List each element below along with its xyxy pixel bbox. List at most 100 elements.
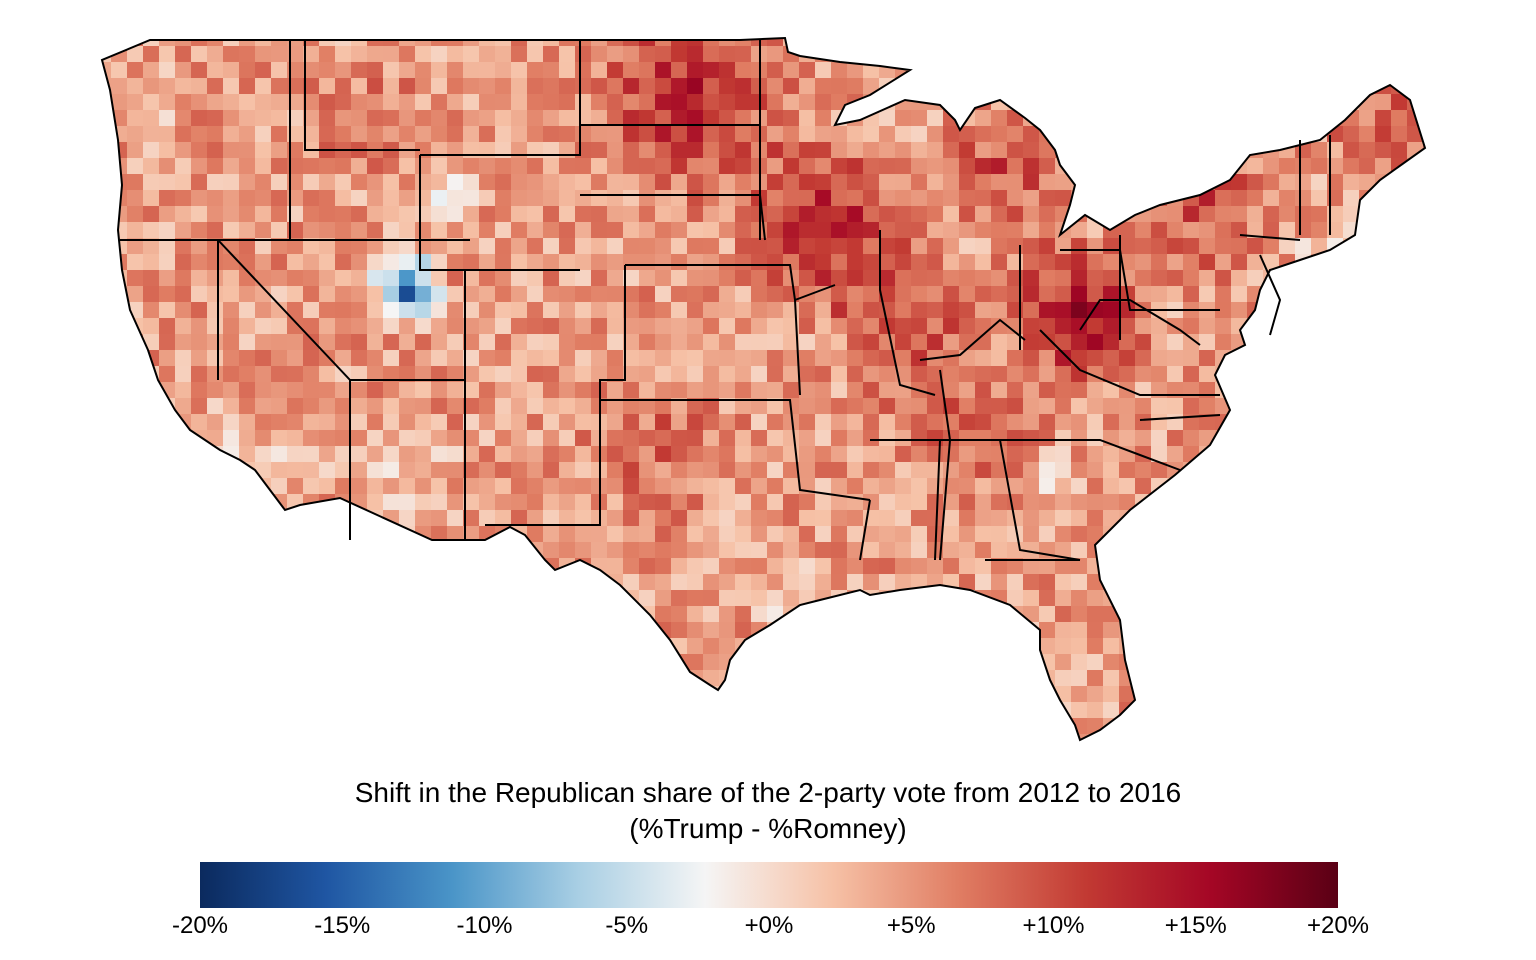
county-cell xyxy=(1055,398,1072,415)
county-cell xyxy=(671,478,688,495)
county-cell xyxy=(671,398,688,415)
county-cell xyxy=(799,286,816,303)
county-cell xyxy=(127,542,144,559)
county-cell xyxy=(399,174,416,191)
county-cell xyxy=(879,526,896,543)
county-cell xyxy=(1103,654,1120,671)
county-cell xyxy=(655,638,672,655)
county-cell xyxy=(575,654,592,671)
county-cell xyxy=(703,542,720,559)
county-cell xyxy=(191,222,208,239)
county-cell xyxy=(975,302,992,319)
county-cell xyxy=(1407,174,1424,191)
county-cell xyxy=(1199,686,1216,703)
county-cell xyxy=(463,270,480,287)
county-cell xyxy=(191,62,208,79)
county-cell xyxy=(239,46,256,63)
county-cell xyxy=(271,558,288,575)
county-cell xyxy=(703,318,720,335)
county-cell xyxy=(1375,94,1392,111)
county-cell xyxy=(623,494,640,511)
county-cell xyxy=(415,62,432,79)
county-cell xyxy=(191,526,208,543)
county-cell xyxy=(527,286,544,303)
county-cell xyxy=(335,430,352,447)
county-cell xyxy=(799,350,816,367)
county-cell xyxy=(639,526,656,543)
county-cell xyxy=(1247,94,1264,111)
county-cell xyxy=(1311,414,1328,431)
county-cell xyxy=(895,670,912,687)
county-cell xyxy=(287,38,304,47)
county-cell xyxy=(463,702,480,719)
county-cell xyxy=(1311,526,1328,543)
county-cell xyxy=(383,302,400,319)
county-cell xyxy=(287,462,304,479)
county-cell xyxy=(559,382,576,399)
county-cell xyxy=(671,462,688,479)
county-cell xyxy=(511,158,528,175)
county-cell xyxy=(255,270,272,287)
county-cell xyxy=(959,270,976,287)
county-cell xyxy=(1343,638,1360,655)
county-cell xyxy=(959,558,976,575)
county-cell xyxy=(1423,78,1425,95)
county-cell xyxy=(207,46,224,63)
county-cell xyxy=(1231,686,1248,703)
county-cell xyxy=(575,718,592,735)
county-cell xyxy=(511,350,528,367)
county-cell xyxy=(159,350,176,367)
county-cell xyxy=(175,542,192,559)
county-cell xyxy=(847,270,864,287)
county-cell xyxy=(127,398,144,415)
county-cell xyxy=(767,494,784,511)
county-cell xyxy=(879,158,896,175)
county-cell xyxy=(975,654,992,671)
county-cell xyxy=(271,430,288,447)
county-cell xyxy=(719,686,736,703)
county-cell xyxy=(1151,78,1168,95)
county-cell xyxy=(287,158,304,175)
county-cell xyxy=(1007,654,1024,671)
county-cell xyxy=(303,350,320,367)
county-cell xyxy=(1119,558,1136,575)
county-cell xyxy=(671,38,688,47)
county-cell xyxy=(335,350,352,367)
county-cell xyxy=(959,574,976,591)
county-cell xyxy=(1295,446,1312,463)
county-cell xyxy=(239,94,256,111)
county-cell xyxy=(1183,38,1200,47)
county-cell xyxy=(1423,94,1425,111)
county-cell xyxy=(1263,478,1280,495)
county-cell xyxy=(255,574,272,591)
county-cell xyxy=(303,526,320,543)
county-cell xyxy=(831,526,848,543)
county-cell xyxy=(959,126,976,143)
county-cell xyxy=(799,606,816,623)
county-cell xyxy=(175,222,192,239)
county-cell xyxy=(1183,46,1200,63)
county-cell xyxy=(1279,446,1296,463)
county-cell xyxy=(303,286,320,303)
county-cell xyxy=(223,462,240,479)
county-cell xyxy=(911,366,928,383)
county-cell xyxy=(1071,158,1088,175)
county-cell xyxy=(1423,558,1425,575)
county-cell xyxy=(1359,574,1376,591)
county-cell xyxy=(143,238,160,255)
county-cell xyxy=(447,110,464,127)
county-cell xyxy=(623,638,640,655)
county-cell xyxy=(1183,478,1200,495)
county-cell xyxy=(1295,126,1312,143)
county-cell xyxy=(719,142,736,159)
county-cell xyxy=(1231,542,1248,559)
county-cell xyxy=(159,270,176,287)
county-cell xyxy=(1327,334,1344,351)
county-cell xyxy=(399,654,416,671)
county-cell xyxy=(1311,350,1328,367)
county-cell xyxy=(1167,126,1184,143)
county-cell xyxy=(479,382,496,399)
county-cell xyxy=(255,206,272,223)
county-cell xyxy=(575,94,592,111)
county-cell xyxy=(1167,590,1184,607)
